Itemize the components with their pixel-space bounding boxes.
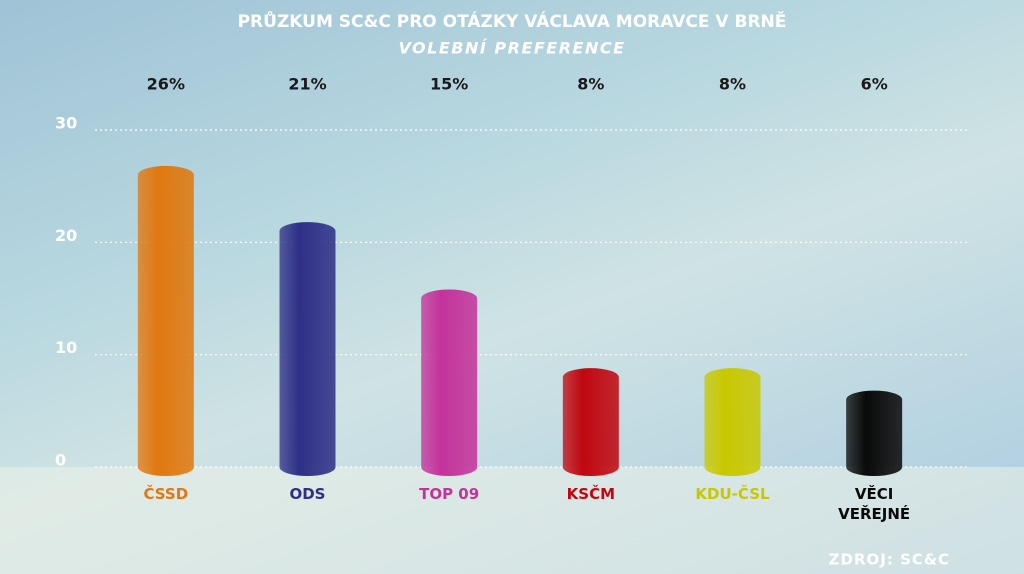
y-tick-label: 0	[55, 451, 66, 470]
x-tick-label: ČSSD	[143, 485, 189, 503]
y-tick-label: 30	[55, 114, 77, 133]
bar	[421, 289, 478, 476]
x-tick-label: ODS	[289, 485, 326, 503]
chart-subtitle: VOLEBNÍ PREFERENCE	[398, 39, 625, 58]
bar	[704, 368, 761, 476]
value-label: 21%	[288, 75, 326, 94]
y-tick-label: 10	[55, 338, 77, 357]
value-label: 15%	[430, 75, 468, 94]
source: ZDROJ: SC&C	[829, 551, 950, 569]
y-tick-label: 20	[55, 226, 77, 245]
value-label: 8%	[577, 75, 604, 94]
bar	[279, 222, 336, 476]
value-label: 6%	[861, 75, 888, 94]
value-label: 26%	[147, 75, 185, 94]
chart-title: PRŮZKUM SC&C PRO OTÁZKY VÁCLAVA MORAVCE …	[238, 9, 787, 32]
x-tick-label: KSČM	[566, 485, 616, 503]
floor	[0, 467, 1024, 574]
bar	[562, 368, 619, 476]
bar	[846, 390, 903, 476]
x-tick-label: VĚCI VEŘEJNÉ	[838, 485, 911, 523]
value-label: 8%	[719, 75, 746, 94]
x-tick-label: KDU-ČSL	[695, 485, 770, 503]
x-tick-label: TOP 09	[419, 485, 480, 503]
bar	[137, 165, 194, 476]
